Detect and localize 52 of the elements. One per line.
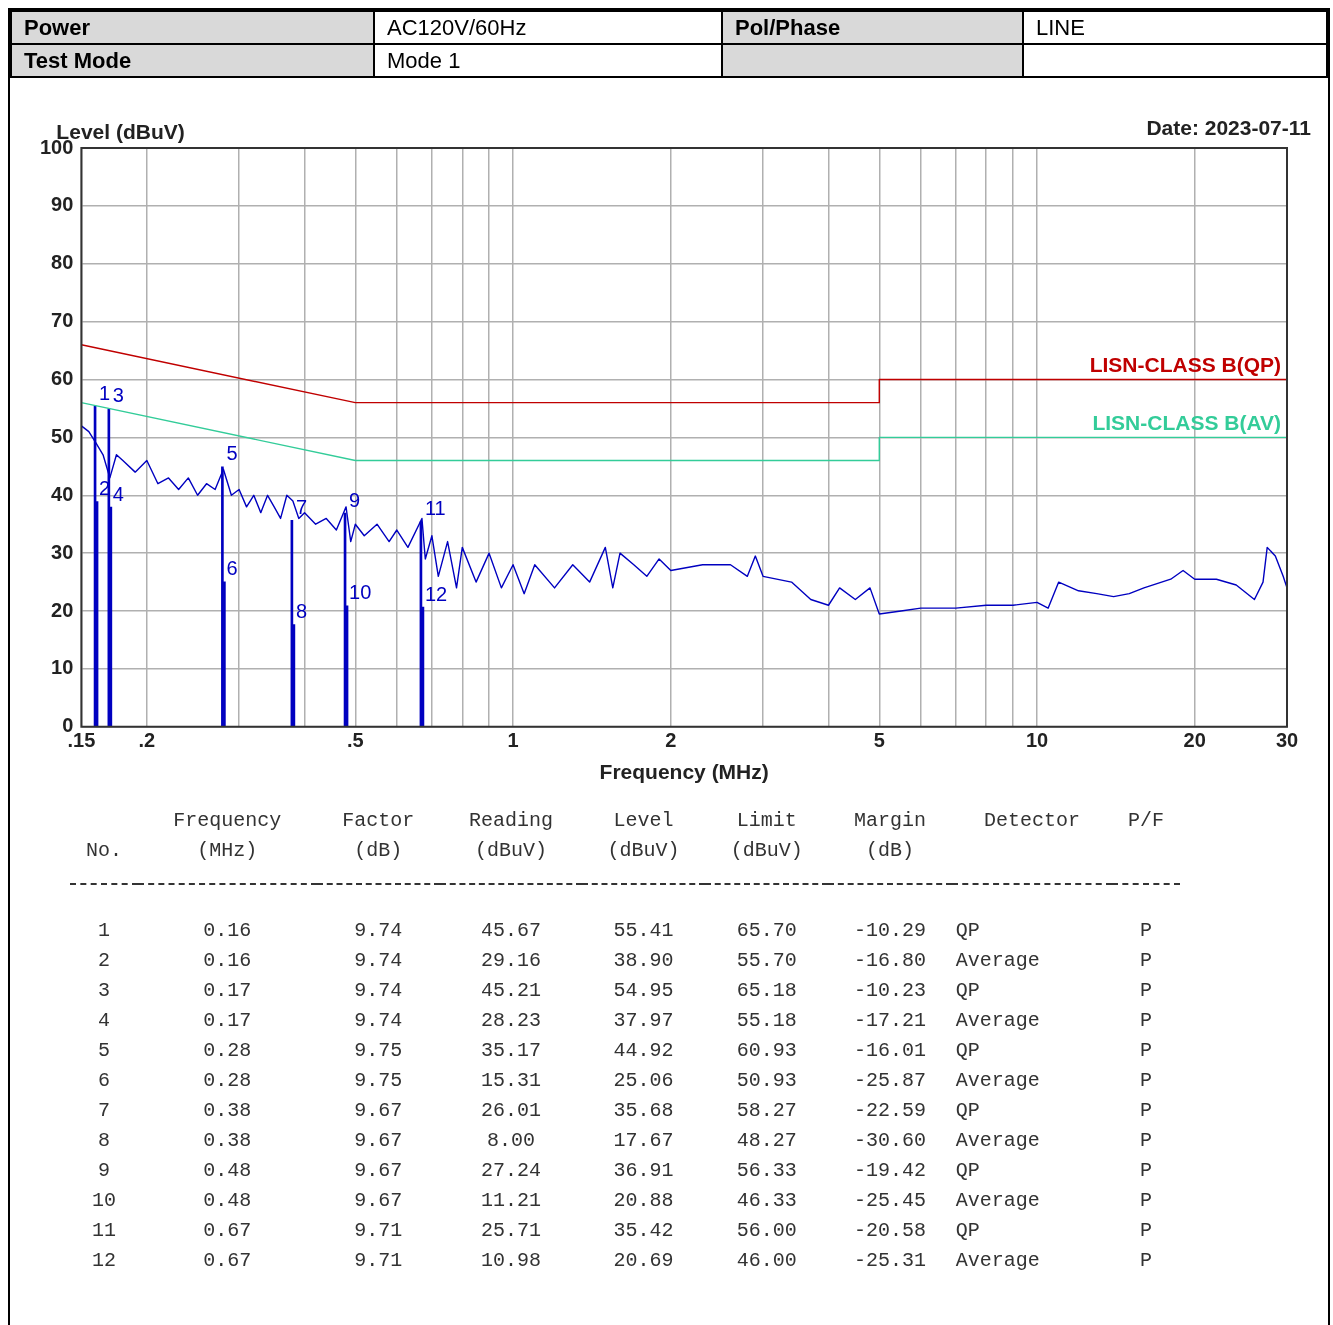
y-tick-label: 10 <box>51 656 74 679</box>
text: 4 0.17 9.74 28.23 37.97 55.18 -17.21 Average P <box>97 1008 1153 1032</box>
y-tick-label: 80 <box>51 251 74 274</box>
text: 10 0.48 9.67 11.21 20.88 46.33 -25.45 Average P <box>91 1188 1153 1212</box>
text: 5 0.28 9.75 35.17 44.92 60.93 -16.01 QP P <box>97 1038 1153 1062</box>
annotation: 8 <box>295 600 308 623</box>
x-tick-label: 20 <box>1183 729 1206 752</box>
text: 2 0.16 9.74 29.16 38.90 55.70 -16.80 Average P <box>97 948 1153 972</box>
text: Date: 2023-07-11 <box>1146 116 1312 140</box>
x-tick-label: 30 <box>1275 729 1299 752</box>
text: 11 0.67 9.71 25.71 35.42 56.00 -20.58 QP P <box>91 1218 1153 1242</box>
x-axis-title: Frequency (MHz) <box>599 760 769 784</box>
annotation: 4 <box>112 482 124 505</box>
annotation: 7 <box>295 495 308 518</box>
y-tick-label: 50 <box>51 424 74 447</box>
text: Pol/Phase <box>722 11 1023 44</box>
x-tick-label: 1 <box>507 729 519 752</box>
x-tick-label: .2 <box>138 729 156 752</box>
text: No. (MHz) (dB) (dBuV) (dBuV) (dBuV) (dB) <box>85 838 915 862</box>
text: Frequency Factor Reading Level Limit Margin Detector P/F <box>173 808 1165 832</box>
text: AC120V/60Hz <box>374 11 722 44</box>
x-tick-label: 2 <box>665 729 677 752</box>
text: 1 0.16 9.74 45.67 55.41 65.70 -10.29 QP P <box>97 918 1153 942</box>
annotation: 12 <box>424 582 448 605</box>
text: 3 0.17 9.74 45.21 54.95 65.18 -10.23 QP P <box>97 978 1153 1002</box>
y-tick-label: 20 <box>51 598 74 621</box>
x-tick-label: 10 <box>1025 729 1049 752</box>
text: 6 0.28 9.75 15.31 25.06 50.93 -25.87 Average P <box>97 1068 1153 1092</box>
series-label: LISN-CLASS B(QP) <box>1089 352 1281 376</box>
series-label: LISN-CLASS B(AV) <box>1092 410 1281 434</box>
y-tick-label: 30 <box>51 540 74 563</box>
text: 12 0.67 9.71 10.98 20.69 46.00 -25.31 Average P <box>91 1248 1153 1272</box>
annotation: 1 <box>99 381 111 404</box>
text: 8 0.38 9.67 8.00 17.67 48.27 -30.60 Average P <box>97 1128 1153 1152</box>
x-tick-label: .5 <box>346 729 364 752</box>
y-tick-label: 70 <box>51 309 74 332</box>
annotation: 5 <box>226 442 238 465</box>
annotation: 11 <box>424 497 446 520</box>
annotation: 3 <box>112 384 124 407</box>
annotation: 6 <box>226 557 238 580</box>
text: Power <box>11 11 374 44</box>
y-tick-label: 90 <box>51 193 74 216</box>
text: 7 0.38 9.67 26.01 35.68 58.27 -22.59 QP P <box>97 1098 1153 1122</box>
text: Test Mode <box>11 44 374 77</box>
y-tick-label: 60 <box>51 367 74 390</box>
annotation: 10 <box>349 581 372 604</box>
text: LINE <box>1023 11 1327 44</box>
text: 9 0.48 9.67 27.24 36.91 56.33 -19.42 QP P <box>97 1158 1153 1182</box>
x-tick-label: 5 <box>873 729 885 752</box>
text: Mode 1 <box>374 44 722 77</box>
annotation: 9 <box>349 488 361 511</box>
y-tick-label: 40 <box>51 482 74 505</box>
